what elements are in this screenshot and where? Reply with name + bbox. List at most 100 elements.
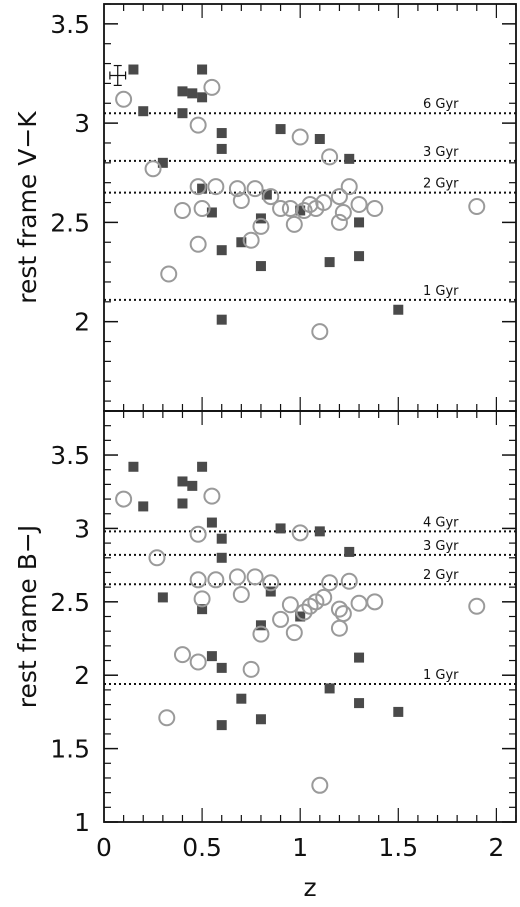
age-label: 1 Gyr: [423, 668, 459, 683]
open-circle-point: [160, 265, 178, 283]
filled-square-point: [255, 714, 266, 725]
open-circle-point: [252, 625, 270, 643]
error-bar: [109, 64, 127, 87]
filled-square-point: [206, 517, 217, 528]
y-tick-label: 2: [74, 661, 90, 690]
filled-square-point: [344, 546, 355, 557]
filled-square-point: [324, 257, 335, 268]
y-tick-label: 1.5: [50, 735, 90, 764]
filled-square-point: [255, 261, 266, 272]
y-tick-label: 1: [74, 808, 90, 837]
x-tick-label: 0: [96, 833, 112, 862]
open-circle-point: [272, 610, 290, 628]
open-circle-point: [207, 571, 225, 589]
open-circle-point: [207, 178, 225, 196]
open-circle-point: [262, 188, 280, 206]
open-circle-point: [242, 231, 260, 249]
open-circle-point: [350, 196, 368, 214]
open-circle-point: [203, 487, 221, 505]
open-circle-point: [468, 597, 486, 615]
filled-square-point: [187, 480, 198, 491]
y-axis-title: rest frame B−J: [13, 525, 42, 708]
open-circle-point: [330, 600, 348, 618]
filled-square-point: [236, 693, 247, 704]
age-label: 2 Gyr: [423, 568, 459, 583]
filled-square-point: [216, 552, 227, 563]
open-circle-point: [242, 660, 260, 678]
x-tick-label: 1.5: [378, 833, 418, 862]
age-label: 4 Gyr: [423, 515, 459, 530]
filled-square-point: [138, 106, 149, 117]
open-circle-point: [262, 574, 280, 592]
open-circle-point: [148, 549, 166, 567]
open-circle-point: [115, 490, 133, 508]
plot-frame: [103, 410, 517, 823]
filled-square-point: [314, 526, 325, 537]
open-circle-point: [228, 568, 246, 586]
open-circle-point: [366, 199, 384, 217]
open-circle-point: [321, 574, 339, 592]
filled-square-point: [393, 304, 404, 315]
filled-square-point: [261, 189, 272, 200]
open-circle-point: [189, 116, 207, 134]
open-circle-point: [340, 178, 358, 196]
filled-square-point: [157, 157, 168, 168]
x-tick-label: 1: [292, 833, 308, 862]
open-circle-point: [246, 568, 264, 586]
open-circle-point: [291, 128, 309, 146]
filled-square-point: [275, 523, 286, 534]
open-circle-point: [115, 90, 133, 108]
open-circle-point: [315, 588, 333, 606]
open-circle-point: [203, 78, 221, 96]
open-circle-point: [193, 199, 211, 217]
filled-square-point: [354, 698, 365, 709]
open-circle-point: [334, 203, 352, 221]
filled-square-point: [216, 314, 227, 325]
filled-square-point: [354, 251, 365, 262]
age-label: 3 Gyr: [423, 539, 459, 554]
open-circle-point: [189, 571, 207, 589]
filled-square-point: [216, 128, 227, 139]
filled-square-point: [324, 683, 335, 694]
filled-square-point: [206, 207, 217, 218]
open-circle-point: [366, 593, 384, 611]
y-tick-label: 3.5: [50, 441, 90, 470]
open-circle-point: [272, 199, 290, 217]
filled-square-point: [197, 461, 208, 472]
panel-top: 6 Gyr 3 Gyr 2 Gyr 1 Gyr 2 2.5 3 3.5 rest frame V…: [13, 3, 517, 412]
open-circle-point: [295, 201, 313, 219]
y-tick-label: 2.5: [50, 208, 90, 237]
open-circle-point: [228, 180, 246, 198]
filled-square-point: [295, 205, 306, 216]
open-circle-point: [189, 178, 207, 196]
age-label: 1 Gyr: [423, 284, 459, 299]
filled-square-point: [216, 662, 227, 673]
x-tick-label: 2: [488, 833, 504, 862]
y-tick-label: 3: [74, 109, 90, 138]
open-circle-point: [468, 198, 486, 216]
filled-square-point: [354, 217, 365, 228]
y-axis-title: rest frame V−K: [13, 111, 42, 304]
open-circle-point: [252, 217, 270, 235]
filled-square-point: [177, 498, 188, 509]
open-circle-point: [173, 646, 191, 664]
age-label: 2 Gyr: [423, 177, 459, 192]
open-circle-point: [330, 188, 348, 206]
filled-square-point: [206, 651, 217, 662]
open-circle-point: [232, 585, 250, 603]
open-circle-point: [330, 213, 348, 231]
open-circle-point: [340, 572, 358, 590]
filled-square-point: [197, 604, 208, 615]
open-circle-point: [189, 653, 207, 671]
y-tick-label: 3.5: [50, 10, 90, 39]
open-circle-point: [285, 215, 303, 233]
filled-square-point: [187, 88, 198, 99]
filled-square-point: [138, 501, 149, 512]
open-circle-point: [189, 525, 207, 543]
age-label: 6 Gyr: [423, 97, 459, 112]
filled-square-point: [275, 124, 286, 135]
open-circle-point: [144, 160, 162, 178]
filled-square-point: [197, 92, 208, 103]
